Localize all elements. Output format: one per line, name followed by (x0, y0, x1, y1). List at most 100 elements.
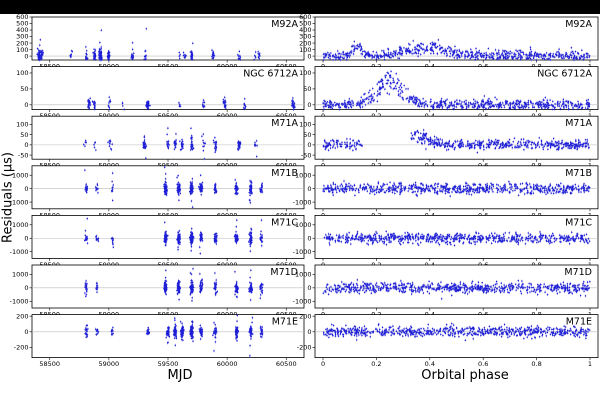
data-point (555, 144, 558, 147)
data-point (456, 99, 458, 101)
data-point (576, 58, 578, 60)
data-point (526, 58, 528, 60)
data-point (455, 51, 458, 53)
data-point (143, 141, 146, 143)
data-point (414, 46, 416, 49)
data-point (399, 46, 402, 48)
data-point (111, 143, 113, 145)
data-point (507, 52, 509, 54)
data-point (423, 52, 425, 54)
data-point (357, 45, 360, 48)
data-point (109, 100, 112, 103)
data-point (476, 101, 478, 104)
data-point (253, 58, 255, 61)
data-point (407, 47, 410, 49)
data-point (390, 76, 392, 78)
data-point (584, 139, 587, 141)
data-point (400, 49, 402, 51)
data-point (505, 50, 508, 53)
data-point (85, 50, 88, 52)
data-point (39, 38, 42, 41)
data-point (523, 105, 526, 107)
data-point (585, 53, 588, 55)
data-point (553, 106, 556, 109)
data-point (100, 48, 102, 50)
data-point (454, 106, 456, 108)
y-tick-label: 0 (24, 141, 28, 149)
data-point (358, 46, 361, 48)
data-point (344, 102, 346, 104)
data-point (336, 56, 338, 59)
data-point (542, 99, 545, 101)
y-tick-label: 0 (307, 141, 311, 149)
data-point (202, 139, 204, 142)
data-point (202, 149, 205, 152)
data-point (488, 97, 490, 100)
panel-title: M92A (565, 19, 592, 30)
data-point (338, 106, 340, 108)
data-point (537, 53, 539, 56)
data-point (361, 53, 364, 55)
y-tick-label: 0 (307, 101, 311, 109)
data-point (452, 53, 454, 56)
data-point (436, 45, 439, 48)
data-point (432, 49, 434, 52)
data-point (571, 102, 574, 105)
data-point (507, 104, 510, 106)
data-point (460, 105, 463, 107)
data-point (86, 57, 89, 60)
data-point (434, 42, 437, 45)
data-point (179, 54, 181, 56)
data-point (433, 141, 435, 143)
data-point (585, 56, 588, 58)
data-point (337, 53, 339, 55)
data-point (345, 58, 348, 61)
data-point (190, 57, 192, 59)
data-point (178, 55, 181, 57)
data-point (411, 97, 414, 99)
data-point (372, 56, 374, 58)
data-point (98, 50, 101, 53)
data-point (255, 155, 258, 158)
data-point (495, 103, 497, 106)
data-point (329, 105, 332, 108)
data-point (517, 99, 519, 102)
data-point (391, 54, 393, 56)
data-point (143, 135, 146, 137)
data-point (544, 96, 547, 99)
data-point (481, 103, 483, 106)
data-point (385, 74, 387, 77)
data-point (562, 146, 565, 148)
data-point (121, 102, 124, 104)
data-point (566, 100, 568, 102)
data-point (469, 57, 471, 60)
data-point (439, 105, 441, 107)
data-point (520, 106, 522, 109)
data-point (237, 55, 240, 57)
panel-title: NGC 6712A (537, 69, 592, 80)
data-point (583, 56, 586, 59)
data-point (342, 51, 345, 53)
data-point (543, 145, 546, 147)
data-point (539, 104, 542, 107)
data-point (525, 54, 527, 56)
data-point (191, 140, 193, 143)
data-point (388, 55, 391, 58)
data-point (505, 99, 507, 102)
data-point (519, 58, 522, 60)
data-point (191, 58, 193, 61)
data-point (449, 46, 451, 49)
data-point (93, 107, 96, 109)
data-point (569, 145, 571, 147)
data-point (41, 54, 43, 56)
data-point (487, 107, 490, 109)
data-point (94, 56, 96, 58)
data-point (476, 52, 479, 54)
data-point (465, 51, 467, 53)
data-point (93, 146, 96, 149)
data-point (390, 52, 392, 54)
data-point (370, 95, 372, 97)
data-point (412, 100, 414, 103)
data-point (461, 108, 463, 110)
data-point (351, 99, 353, 102)
